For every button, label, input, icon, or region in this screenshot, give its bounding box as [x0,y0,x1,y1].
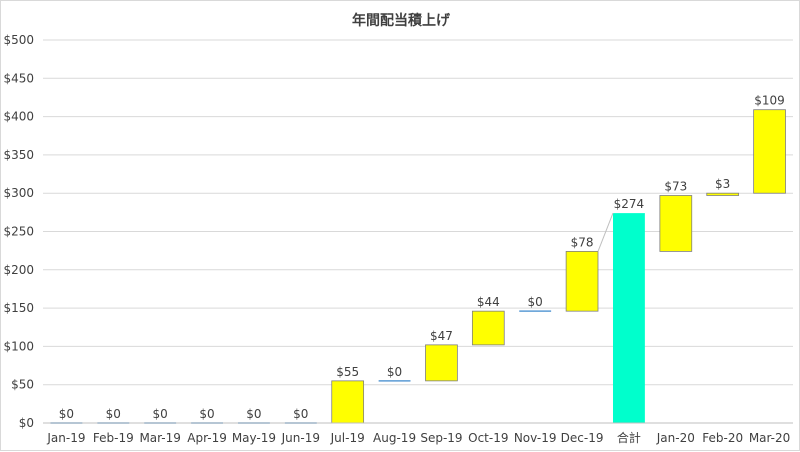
data-labels: $0 $0 $0 $0 $0 $0 $55 $0 $47 $44 $0 $78 $274 $73 $3 $10… [59,94,785,421]
data-label: $274 [614,197,645,211]
x-tick-label: Dec-19 [561,431,604,445]
y-tick-label: $450 [3,71,34,85]
data-label: $0 [528,295,543,309]
x-tick-label: Mar-19 [139,431,180,445]
bar [471,310,505,346]
data-label: $0 [387,365,402,379]
y-tick-label: $500 [3,33,34,47]
y-tick-label: $300 [3,186,34,200]
bar [331,380,365,424]
connector-line [597,212,614,252]
data-label: $55 [336,365,359,379]
data-label: $0 [59,407,74,421]
y-tick-label: $400 [3,110,34,124]
x-tick-label: Apr-19 [187,431,227,445]
data-label: $0 [246,407,261,421]
bar [565,251,599,312]
y-tick-label: $0 [19,416,34,430]
x-tick-label: Nov-19 [514,431,557,445]
data-label: $3 [715,177,730,191]
y-tick-label: $350 [3,148,34,162]
bar [425,344,458,382]
y-axis: $0 $50 $100 $150 $200 $250 $300 $350 $400 $450 $50… [3,33,34,430]
x-tick-label: 合計 [617,430,641,445]
bar [659,195,693,252]
data-label: $0 [199,407,214,421]
x-tick-label: Jan-19 [46,431,85,445]
x-tick-label: Feb-20 [702,431,743,445]
x-tick-label: Jul-19 [330,431,365,445]
x-tick-label: Feb-19 [93,431,134,445]
bars [50,109,786,424]
data-label: $0 [293,407,308,421]
x-tick-label: Oct-19 [468,431,508,445]
x-axis: Jan-19 Feb-19 Mar-19 Apr-19 May-19 Jun-19 Jul-… [43,422,793,445]
data-label: $73 [664,179,687,193]
x-tick-label: Jun-19 [281,431,320,445]
bar [753,109,786,194]
y-tick-label: $200 [3,263,34,277]
y-tick-label: $50 [11,378,34,392]
bar [706,192,740,196]
data-label: $44 [477,295,500,309]
x-tick-label: Jan-20 [656,431,695,445]
total-bar [613,213,645,423]
x-tick-label: Mar-20 [749,431,790,445]
x-tick-label: Sep-19 [420,431,462,445]
x-tick-label: May-19 [232,431,276,445]
y-tick-label: $150 [3,301,34,315]
data-label: $78 [571,235,594,249]
y-tick-label: $100 [3,339,34,353]
data-label: $0 [106,407,121,421]
chart-title: 年間配当積上げ [352,13,450,29]
data-label: $47 [430,329,453,343]
y-tick-label: $250 [3,225,34,239]
data-label: $0 [153,407,168,421]
data-label: $109 [754,94,785,108]
x-tick-label: Aug-19 [373,431,416,445]
